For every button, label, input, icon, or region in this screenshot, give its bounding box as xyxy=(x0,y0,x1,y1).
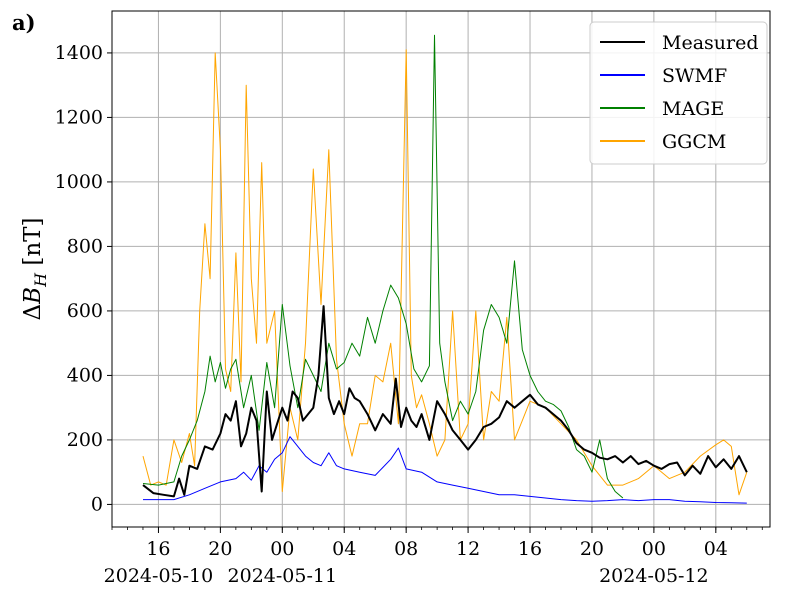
y-tick-label: 200 xyxy=(67,429,103,451)
legend-box xyxy=(589,21,768,165)
x-date-label: 2024-05-11 xyxy=(228,565,338,587)
y-tick-label: 600 xyxy=(67,300,103,322)
y-tick-label: 0 xyxy=(91,493,103,515)
series-line-mage xyxy=(142,34,624,499)
series-line-swmf xyxy=(143,436,747,504)
y-tick-label: 400 xyxy=(67,364,103,386)
y-tick-label: 1000 xyxy=(55,171,103,193)
x-tick-label: 20 xyxy=(208,538,232,560)
legend-label-swmf: SWMF xyxy=(662,65,727,87)
axes-frame xyxy=(111,10,771,528)
legend-label-mage: MAGE xyxy=(662,98,724,120)
x-date-label: 2024-05-12 xyxy=(599,565,709,587)
x-tick-label: 00 xyxy=(270,538,294,560)
y-axis-label: ΔBH [nT] xyxy=(20,218,50,321)
legend-label-measured: Measured xyxy=(662,32,759,54)
x-tick-label: 04 xyxy=(332,538,356,560)
legend-label-ggcm: GGCM xyxy=(662,131,726,153)
legend: Measured SWMF MAGE GGCM xyxy=(589,21,768,165)
x-tick-label: 16 xyxy=(146,538,170,560)
x-tick-label: 08 xyxy=(394,538,418,560)
series-line-measured xyxy=(142,305,748,498)
y-tick-label: 1200 xyxy=(55,106,103,128)
x-tick-label: 00 xyxy=(642,538,666,560)
series-line-ggcm xyxy=(142,49,748,496)
series-lines xyxy=(142,34,748,504)
y-tick-label: 1400 xyxy=(55,42,103,64)
y-tick-label: 800 xyxy=(67,235,103,257)
x-tick-label: 20 xyxy=(580,538,604,560)
panel-label: a) xyxy=(12,10,36,35)
x-tick-label: 16 xyxy=(518,538,542,560)
gridlines xyxy=(112,11,770,527)
x-date-label: 2024-05-10 xyxy=(104,565,214,587)
x-tick-label: 12 xyxy=(456,538,480,560)
x-tick-label: 04 xyxy=(704,538,728,560)
